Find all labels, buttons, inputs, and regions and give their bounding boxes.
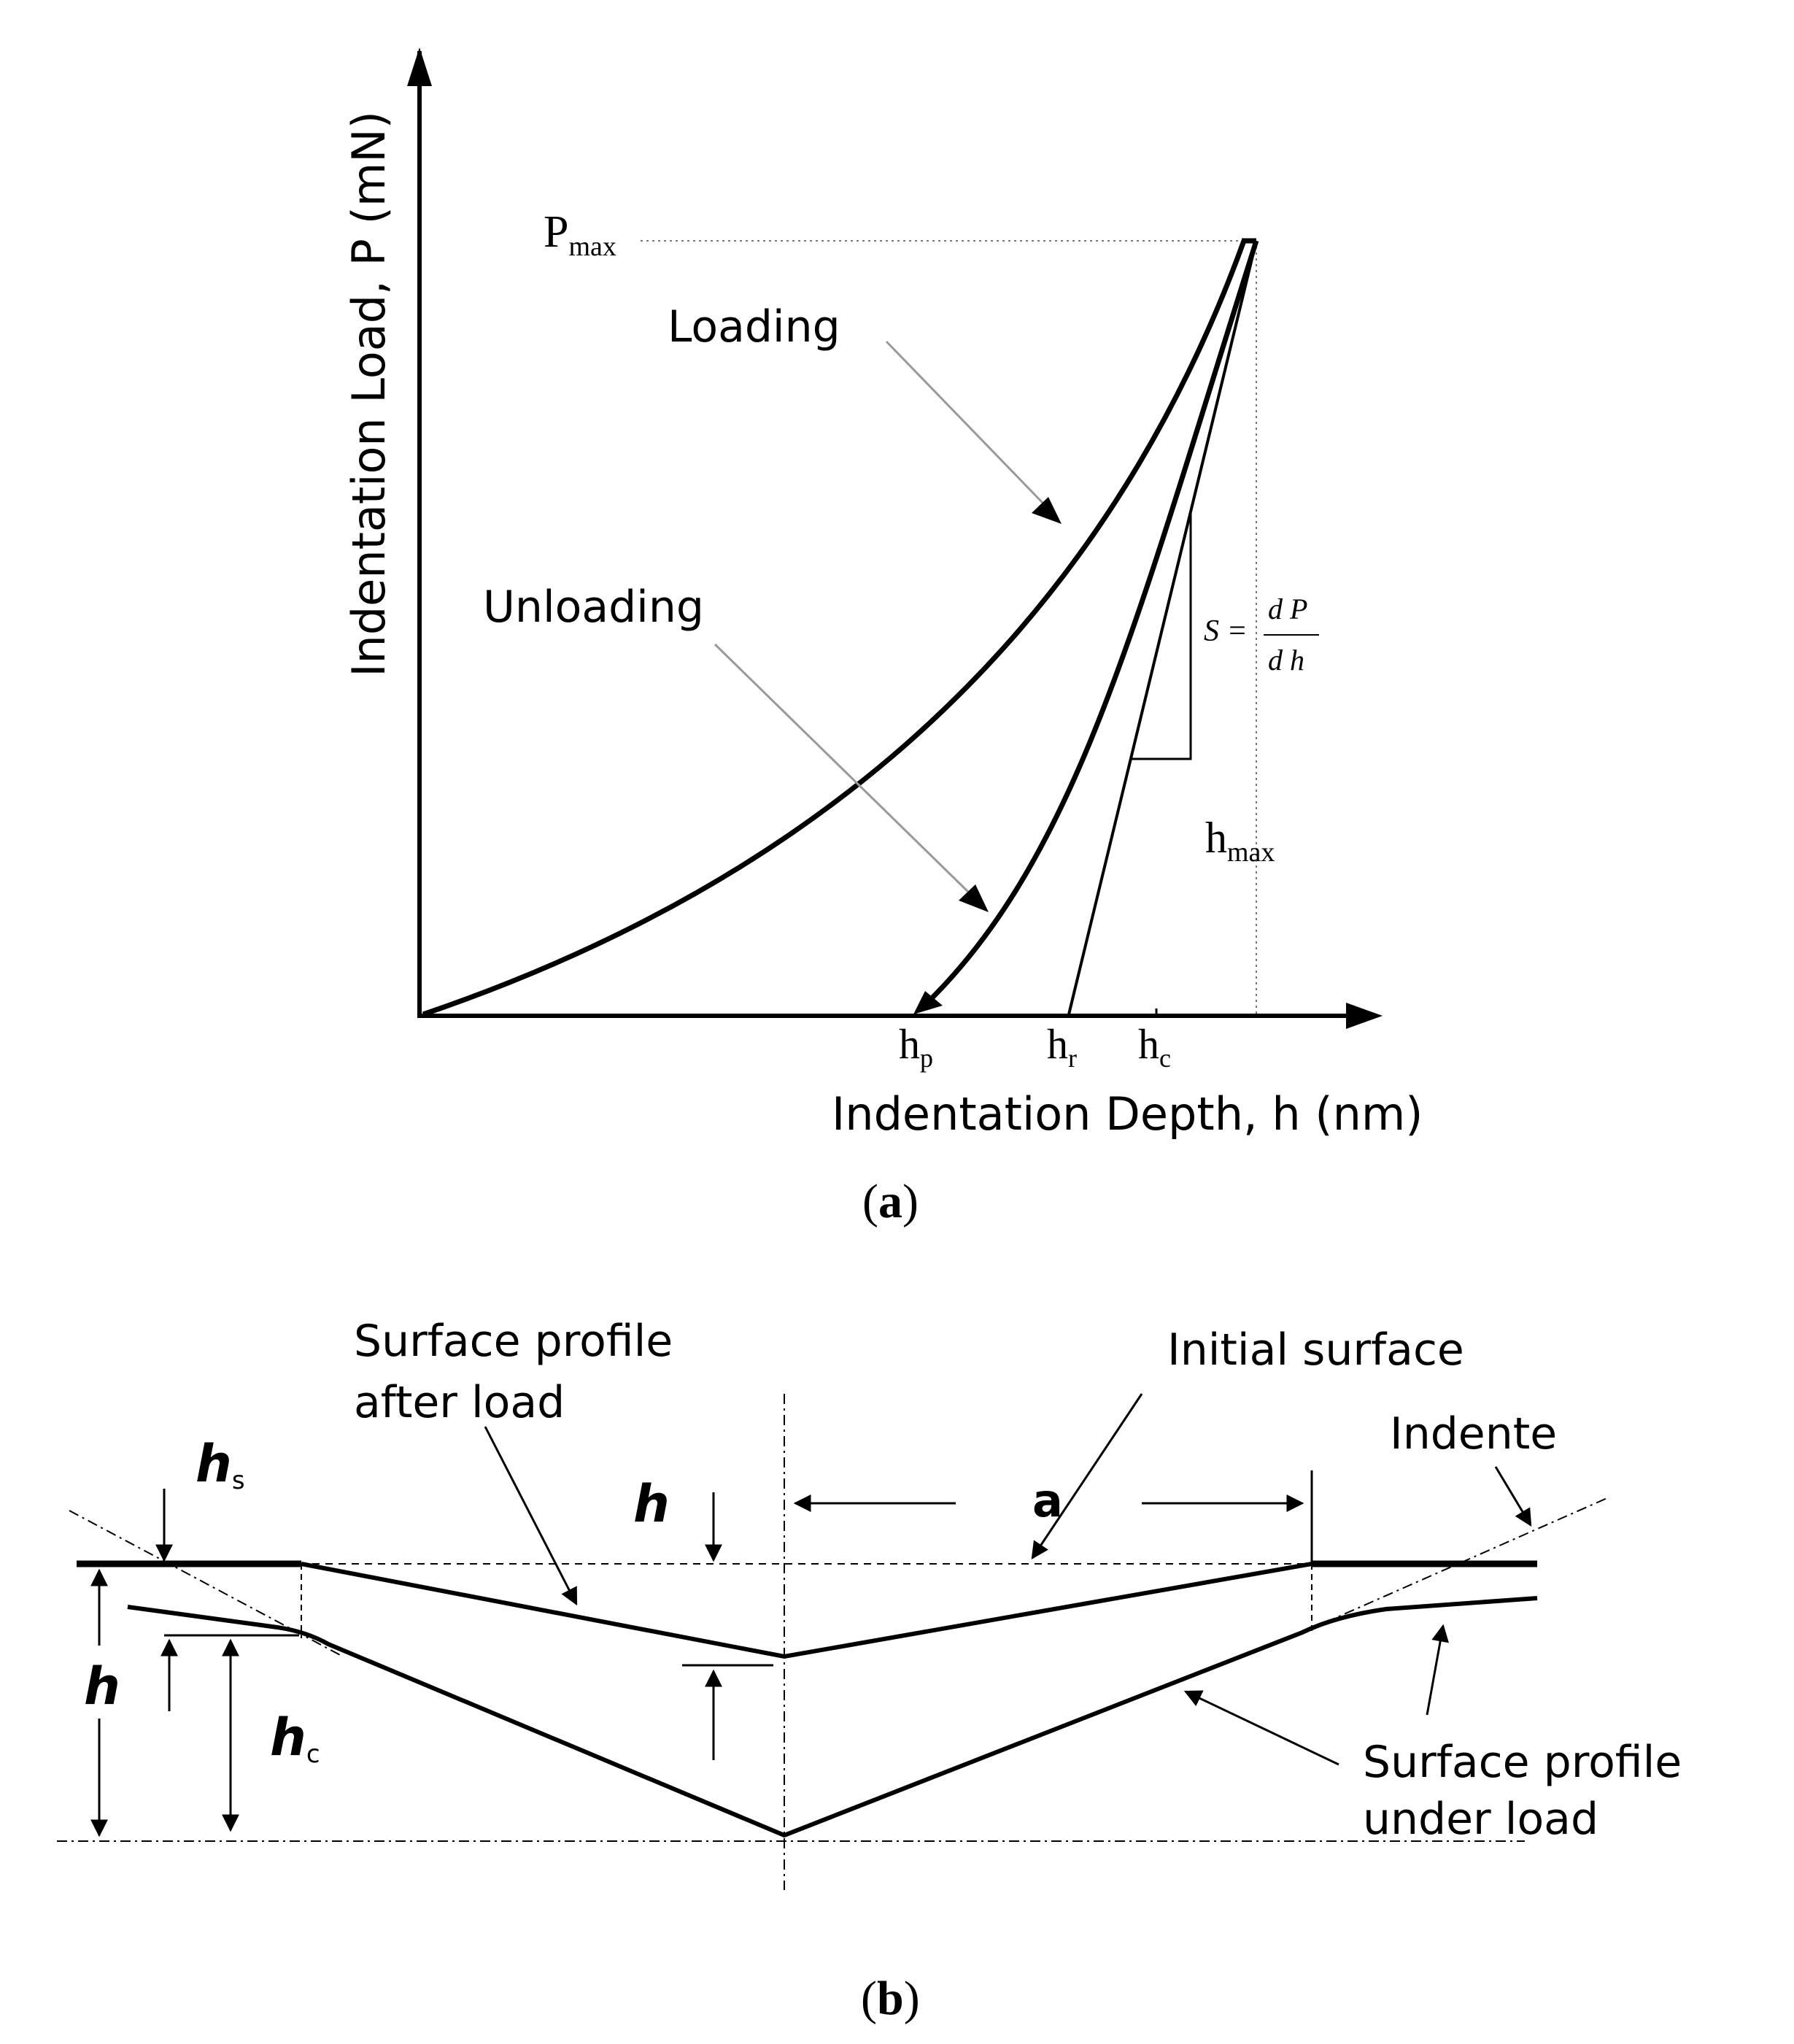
indente-leader	[1494, 1466, 1532, 1527]
hc-label: hc	[1138, 1020, 1171, 1073]
unloading-arrowhead	[913, 991, 943, 1014]
svg-text:S =: S =	[1204, 614, 1248, 648]
loading-pointer-arrowhead	[1032, 497, 1062, 524]
a-label: a	[1032, 1474, 1063, 1527]
hr-label: hr	[1047, 1020, 1077, 1073]
h-left-label: h	[84, 1657, 120, 1716]
caption-b: (b)	[861, 1972, 920, 2025]
x-axis-arrowhead	[1346, 1003, 1383, 1029]
hs-label: hs	[196, 1434, 245, 1495]
after-load-label-line2: after load	[354, 1377, 565, 1428]
initial-surface-label: Initial surface	[1167, 1324, 1464, 1376]
x-axis-label: Indentation Depth, h (nm)	[832, 1087, 1423, 1141]
y-axis-arrowhead	[407, 47, 432, 86]
loading-curve	[422, 239, 1247, 1017]
panel-a: Indentation Load, P (mN) Indentation Dep…	[342, 47, 1423, 1228]
after-load-leader	[484, 1426, 578, 1606]
profile-after-load	[301, 1562, 1312, 1659]
hmax-label: hmax	[1205, 814, 1275, 868]
under-load-leader-right	[1426, 1624, 1449, 1716]
h-top-label: h	[633, 1474, 670, 1534]
loading-label: Loading	[668, 301, 840, 352]
y-axis-label: Indentation Load, P (mN)	[342, 111, 395, 677]
hc-label-b: hc	[270, 1708, 320, 1769]
initial-surface-leader	[1031, 1393, 1143, 1559]
profile-under-load	[127, 1596, 1538, 1838]
after-load-label-line1: Surface profile	[354, 1316, 673, 1367]
unloading-pointer-arrowhead	[959, 884, 989, 912]
unloading-curve	[924, 239, 1259, 1006]
stiffness-triangle	[1131, 511, 1192, 760]
under-load-leader-left	[1183, 1690, 1339, 1766]
svg-text:d h: d h	[1268, 644, 1304, 676]
pmax-label: Pmax	[544, 207, 616, 262]
caption-a: (a)	[862, 1175, 919, 1228]
hp-label: hp	[899, 1020, 933, 1073]
unloading-label: Unloading	[483, 582, 704, 633]
stiffness-equation: S = d P d h	[1204, 593, 1319, 676]
svg-text:d P: d P	[1268, 593, 1307, 625]
loading-pointer	[885, 340, 1046, 506]
indenter-right-edge	[1305, 1497, 1609, 1632]
unloading-pointer	[714, 643, 972, 895]
panel-b: Surface profile after load Initial surfa…	[57, 1316, 1682, 2025]
under-load-label-line1: Surface profile	[1363, 1737, 1682, 1788]
indente-label: Indente	[1390, 1408, 1557, 1459]
under-load-label-line2: under load	[1363, 1794, 1598, 1845]
stiffness-tangent	[1067, 240, 1258, 1015]
